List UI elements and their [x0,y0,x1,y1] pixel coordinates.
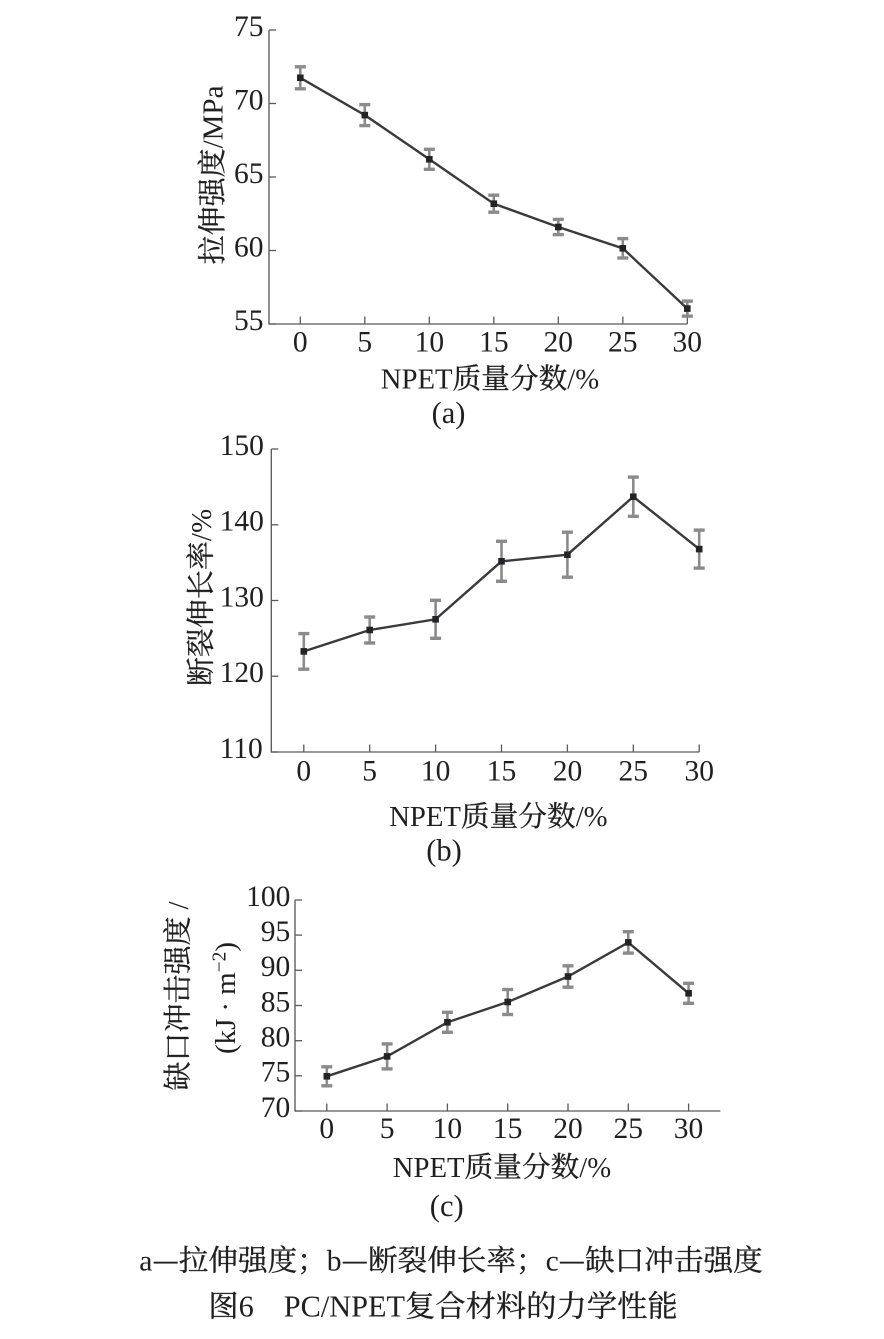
svg-text:·: · [210,1002,242,1012]
svg-text:85: 85 [261,986,291,1018]
svg-text:150: 150 [220,430,264,462]
svg-text:110: 110 [220,733,263,765]
svg-text:c: c [546,1246,559,1278]
svg-text:0: 0 [319,1113,334,1145]
svg-text:0: 0 [293,326,308,358]
svg-text:10: 10 [415,326,445,358]
svg-text:PC/NPET: PC/NPET [284,1290,405,1324]
svg-text:10: 10 [433,1113,463,1145]
svg-text:5: 5 [380,1113,395,1145]
svg-text:(kJ: (kJ [210,1019,242,1054]
svg-text:NPET: NPET [381,363,453,395]
svg-text:/MPa: /MPa [197,85,229,148]
svg-text:75: 75 [234,11,264,43]
svg-text:80: 80 [261,1022,291,1054]
svg-text:15: 15 [487,755,517,787]
svg-text:70: 70 [234,84,264,116]
svg-text:/: / [163,901,195,910]
svg-text:0: 0 [296,755,311,787]
svg-text:130: 130 [220,581,264,613]
svg-text:15: 15 [479,326,509,358]
svg-text:m: m [210,972,242,995]
svg-text:6: 6 [239,1290,254,1324]
svg-text:5: 5 [362,755,377,787]
svg-text:): ) [210,942,242,952]
svg-text:95: 95 [261,916,291,948]
svg-text:90: 90 [261,951,291,983]
svg-text:(c): (c) [430,1189,464,1223]
svg-text:25: 25 [608,326,638,358]
svg-text:140: 140 [220,506,264,538]
svg-text:30: 30 [685,755,715,787]
svg-text:(a): (a) [432,396,466,430]
svg-text:20: 20 [544,326,574,358]
svg-text:70: 70 [261,1092,291,1124]
svg-text:(b): (b) [426,834,462,868]
svg-text:5: 5 [357,326,372,358]
svg-text:25: 25 [614,1113,644,1145]
svg-text:a: a [139,1246,152,1278]
svg-text:/%: /% [567,363,599,395]
svg-text:20: 20 [553,1113,583,1145]
svg-text:60: 60 [234,231,264,263]
svg-text:30: 30 [673,326,703,358]
svg-text:10: 10 [421,755,451,787]
svg-text:30: 30 [674,1113,704,1145]
svg-text:/%: /% [579,1152,611,1184]
svg-text:65: 65 [234,158,264,190]
svg-text:75: 75 [261,1057,291,1089]
svg-text:NPET: NPET [393,1152,465,1184]
svg-text:25: 25 [619,755,649,787]
svg-text:20: 20 [553,755,583,787]
svg-text:b: b [327,1246,342,1278]
svg-text:55: 55 [234,305,264,337]
svg-text:15: 15 [493,1113,523,1145]
svg-text:/%: /% [186,509,218,541]
svg-text:120: 120 [220,657,264,689]
svg-text:/%: /% [576,801,608,833]
svg-text:NPET: NPET [389,801,461,833]
svg-text:−2: −2 [209,952,230,973]
svg-text:100: 100 [246,881,290,913]
